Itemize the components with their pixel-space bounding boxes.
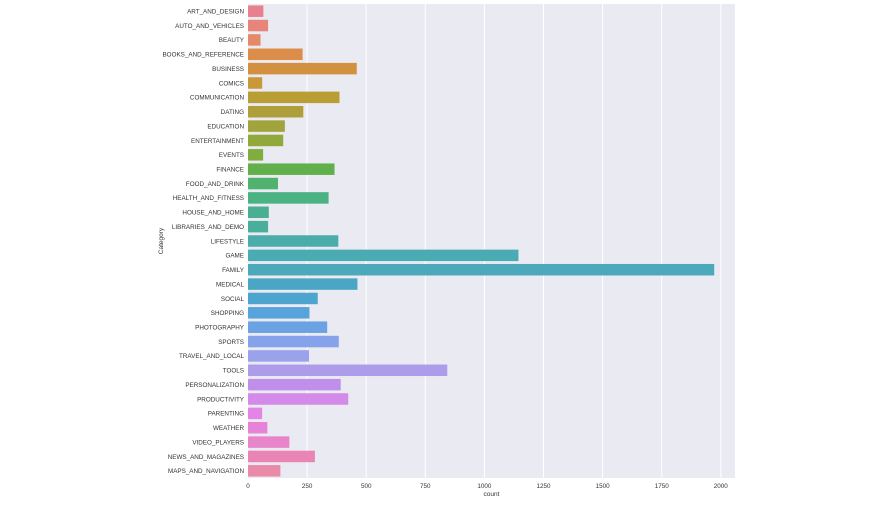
category-tick-label: SOCIAL bbox=[221, 296, 245, 303]
category-tick-label: GAME bbox=[225, 253, 244, 260]
bar-health-and-fitness bbox=[248, 192, 329, 204]
y-axis-label: Category bbox=[158, 227, 165, 254]
bar-finance bbox=[248, 163, 335, 175]
category-tick-label: FOOD_AND_DRINK bbox=[186, 181, 245, 188]
bar-travel-and-local bbox=[248, 350, 309, 362]
bar-entertainment bbox=[248, 134, 284, 147]
bar-libraries-and-demo bbox=[248, 220, 269, 233]
category-tick-label: DATING bbox=[221, 109, 244, 116]
category-tick-label: NEWS_AND_MAGAZINES bbox=[168, 454, 244, 461]
x-axis-label: count bbox=[484, 491, 500, 498]
bar-productivity bbox=[248, 393, 349, 405]
bar-maps-and-navigation bbox=[248, 465, 281, 477]
x-tick-label: 500 bbox=[361, 483, 372, 490]
category-tick-label: COMMUNICATION bbox=[190, 95, 245, 102]
category-tick-label: AUTO_AND_VEHICLES bbox=[175, 23, 244, 30]
category-tick-label: TRAVEL_AND_LOCAL bbox=[179, 353, 244, 360]
bar-food-and-drink bbox=[248, 177, 279, 190]
bar-video-players bbox=[248, 436, 290, 448]
bar-medical bbox=[248, 278, 358, 290]
bar-business bbox=[248, 62, 357, 75]
bar-social bbox=[248, 292, 318, 305]
category-tick-label: VIDEO_PLAYERS bbox=[192, 439, 244, 446]
x-tick-label: 250 bbox=[302, 483, 313, 490]
x-tick-label: 1250 bbox=[537, 483, 552, 490]
bar-comics bbox=[248, 77, 263, 89]
bar-parenting bbox=[248, 407, 263, 420]
bar-auto-and-vehicles bbox=[248, 19, 269, 32]
bar-tools bbox=[248, 364, 448, 377]
bar-communication bbox=[248, 91, 340, 104]
category-tick-label: WEATHER bbox=[213, 425, 244, 432]
category-tick-label: EVENTS bbox=[219, 152, 244, 159]
category-tick-label: PRODUCTIVITY bbox=[197, 396, 245, 403]
bar-personalization bbox=[248, 378, 341, 391]
bar-house-and-home bbox=[248, 206, 269, 219]
category-tick-label: PHOTOGRAPHY bbox=[195, 324, 245, 331]
category-tick-label: MAPS_AND_NAVIGATION bbox=[168, 468, 244, 475]
bar-sports bbox=[248, 335, 339, 348]
bar-beauty bbox=[248, 34, 261, 46]
x-tick-label: 2000 bbox=[714, 483, 729, 490]
category-tick-label: FINANCE bbox=[216, 166, 244, 173]
category-tick-label: PERSONALIZATION bbox=[185, 382, 244, 389]
bar-shopping bbox=[248, 307, 310, 319]
category-tick-label: LIBRARIES_AND_DEMO bbox=[172, 224, 244, 231]
category-tick-label: SHOPPING bbox=[211, 310, 244, 317]
category-tick-label: BEAUTY bbox=[219, 37, 245, 44]
bar-game bbox=[248, 249, 519, 262]
bar-lifestyle bbox=[248, 235, 339, 247]
category-tick-label: EDUCATION bbox=[207, 123, 244, 130]
bar-events bbox=[248, 149, 264, 161]
category-tick-label: TOOLS bbox=[223, 368, 244, 375]
x-tick-label: 1750 bbox=[655, 483, 670, 490]
category-tick-label: BOOKS_AND_REFERENCE bbox=[162, 52, 244, 59]
bar-family bbox=[248, 263, 715, 276]
category-tick-label: ENTERTAINMENT bbox=[191, 138, 244, 145]
category-tick-label: BUSINESS bbox=[212, 66, 244, 73]
category-tick-label: PARENTING bbox=[208, 411, 244, 418]
bar-education bbox=[248, 120, 285, 132]
bar-photography bbox=[248, 321, 328, 333]
x-tick-label: 1500 bbox=[596, 483, 611, 490]
category-tick-label: HEALTH_AND_FITNESS bbox=[173, 195, 244, 202]
category-tick-label: SPORTS bbox=[218, 339, 244, 346]
x-tick-label: 750 bbox=[420, 483, 431, 490]
bar-art-and-design bbox=[248, 5, 264, 17]
x-tick-label: 1000 bbox=[477, 483, 492, 490]
bar-books-and-reference bbox=[248, 48, 303, 61]
category-tick-label: HOUSE_AND_HOME bbox=[182, 210, 244, 217]
category-tick-label: FAMILY bbox=[222, 267, 245, 274]
bar-weather bbox=[248, 421, 268, 434]
bar-news-and-magazines bbox=[248, 450, 315, 463]
category-tick-label: ART_AND_DESIGN bbox=[187, 8, 244, 15]
bar-dating bbox=[248, 105, 304, 118]
category-tick-label: LIFESTYLE bbox=[211, 238, 244, 245]
category-tick-label: COMICS bbox=[219, 80, 244, 87]
category-tick-label: MEDICAL bbox=[216, 281, 244, 288]
x-tick-label: 0 bbox=[246, 483, 250, 490]
